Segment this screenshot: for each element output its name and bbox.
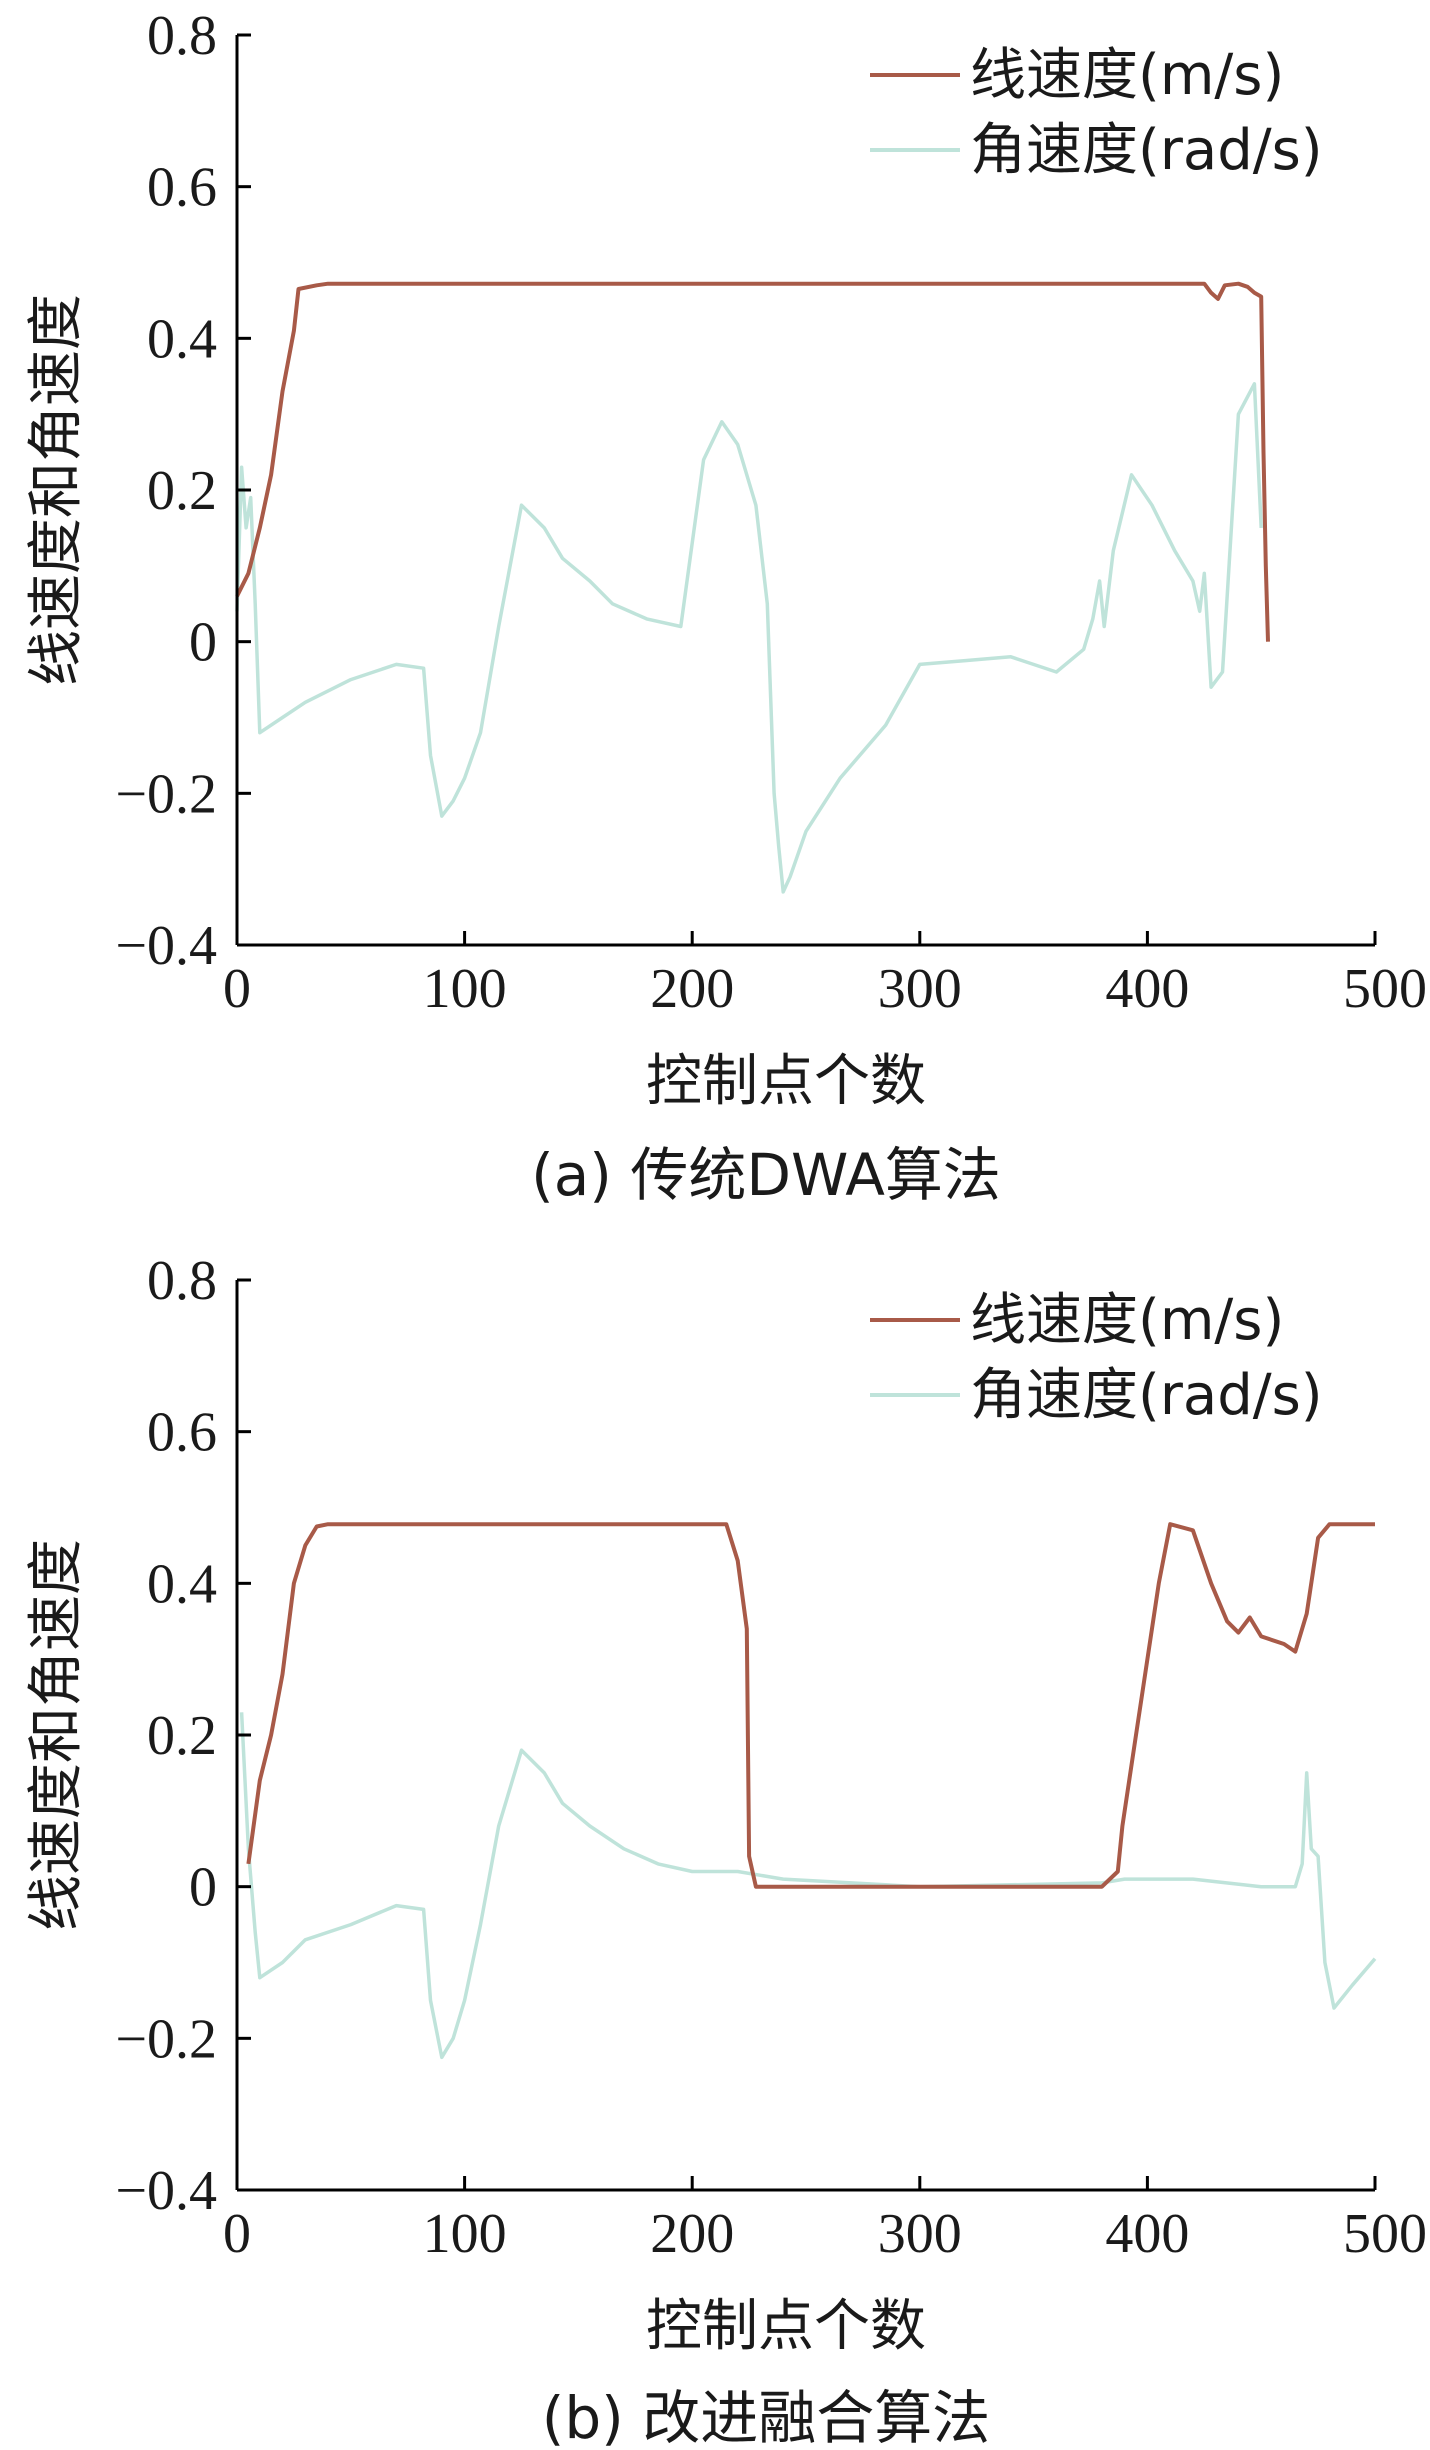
chart-b: 0 100 200 300 400 500 −0.4 −0.2 0 0.2 0.4 0.6 0.8 控制点… [24, 1250, 1427, 2450]
y-axis-title: 线速度和角速度 [24, 1539, 89, 1931]
y-tick-label: 0.6 [147, 157, 217, 219]
x-tick-label: 300 [878, 2203, 962, 2265]
y-tick-label: 0.6 [147, 1402, 217, 1464]
legend-label-angular: 角速度(rad/s) [970, 1363, 1323, 1428]
y-tick-label: 0 [189, 1857, 217, 1919]
y-tick-label: −0.4 [115, 2160, 217, 2222]
y-tick-label: −0.2 [115, 763, 217, 825]
x-tick-label: 100 [423, 2203, 507, 2265]
y-tick-label: −0.2 [115, 2008, 217, 2070]
legend-label-linear: 线速度(m/s) [970, 43, 1284, 108]
x-axis-title: 控制点个数 [646, 1049, 926, 1114]
legend-label-linear: 线速度(m/s) [970, 1288, 1284, 1353]
angular-velocity-line [239, 1712, 1377, 2060]
chart-caption: (a) 传统DWA算法 [531, 1141, 1001, 1209]
angular-velocity-line [235, 382, 1263, 894]
x-tick-label: 0 [223, 958, 251, 1020]
y-tick-label: 0.2 [147, 460, 217, 522]
y-tick-label: 0.2 [147, 1705, 217, 1767]
x-tick-label: 500 [1343, 958, 1427, 1020]
x-tick-label: 100 [423, 958, 507, 1020]
y-tick-label: −0.4 [115, 915, 217, 977]
y-tick-label: 0 [189, 612, 217, 674]
x-tick-label: 200 [650, 2203, 734, 2265]
chart-a: 0 100 200 300 400 500 −0.4 −0.2 0 0.2 0.4 0.6 0.8 控制点… [24, 5, 1427, 1209]
y-tick-label: 0.8 [147, 1250, 217, 1312]
legend: 线速度(m/s) 角速度(rad/s) [870, 43, 1323, 183]
y-axis-title: 线速度和角速度 [24, 294, 89, 686]
legend: 线速度(m/s) 角速度(rad/s) [870, 1288, 1323, 1428]
x-tick-label: 0 [223, 2203, 251, 2265]
x-tick-label: 300 [878, 958, 962, 1020]
y-tick-label: 0.4 [147, 308, 217, 370]
y-tick-label: 0.8 [147, 5, 217, 67]
x-tick-label: 500 [1343, 2203, 1427, 2265]
x-tick-label: 200 [650, 958, 734, 1020]
legend-label-angular: 角速度(rad/s) [970, 118, 1323, 183]
y-tick-label: 0.4 [147, 1553, 217, 1615]
chart-caption: (b) 改进融合算法 [542, 2384, 991, 2450]
x-tick-label: 400 [1105, 2203, 1189, 2265]
x-axis-title: 控制点个数 [646, 2294, 926, 2359]
linear-velocity-line [246, 1522, 1375, 1889]
x-tick-label: 400 [1105, 958, 1189, 1020]
linear-velocity-line [235, 281, 1270, 642]
